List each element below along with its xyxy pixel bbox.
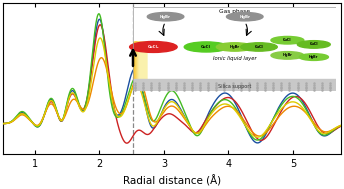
X-axis label: Radial distance (Å): Radial distance (Å): [123, 175, 221, 186]
